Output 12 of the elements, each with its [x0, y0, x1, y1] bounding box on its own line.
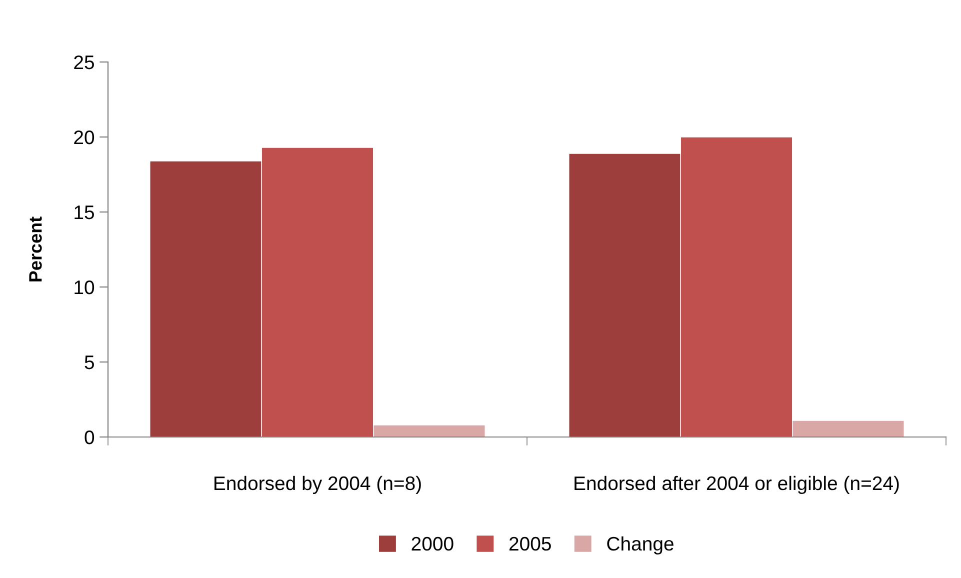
y-tick-label: 5	[84, 356, 94, 370]
x-tick-label: Endorsed after 2004 or eligible (n=24)	[574, 476, 899, 494]
legend-label: 2000	[412, 536, 454, 551]
y-tick-label: 15	[74, 206, 94, 220]
y-tick-label: 0	[84, 430, 94, 444]
y-tick-label: 20	[74, 130, 94, 144]
y-tick-label: 10	[74, 280, 94, 294]
legend-label: Change	[607, 536, 674, 554]
y-axis-title: Percent	[29, 216, 42, 282]
legend-label: 2005	[509, 536, 551, 551]
x-tick-label: Endorsed by 2004 (n=8)	[214, 476, 421, 494]
y-tick-label: 25	[74, 55, 94, 70]
